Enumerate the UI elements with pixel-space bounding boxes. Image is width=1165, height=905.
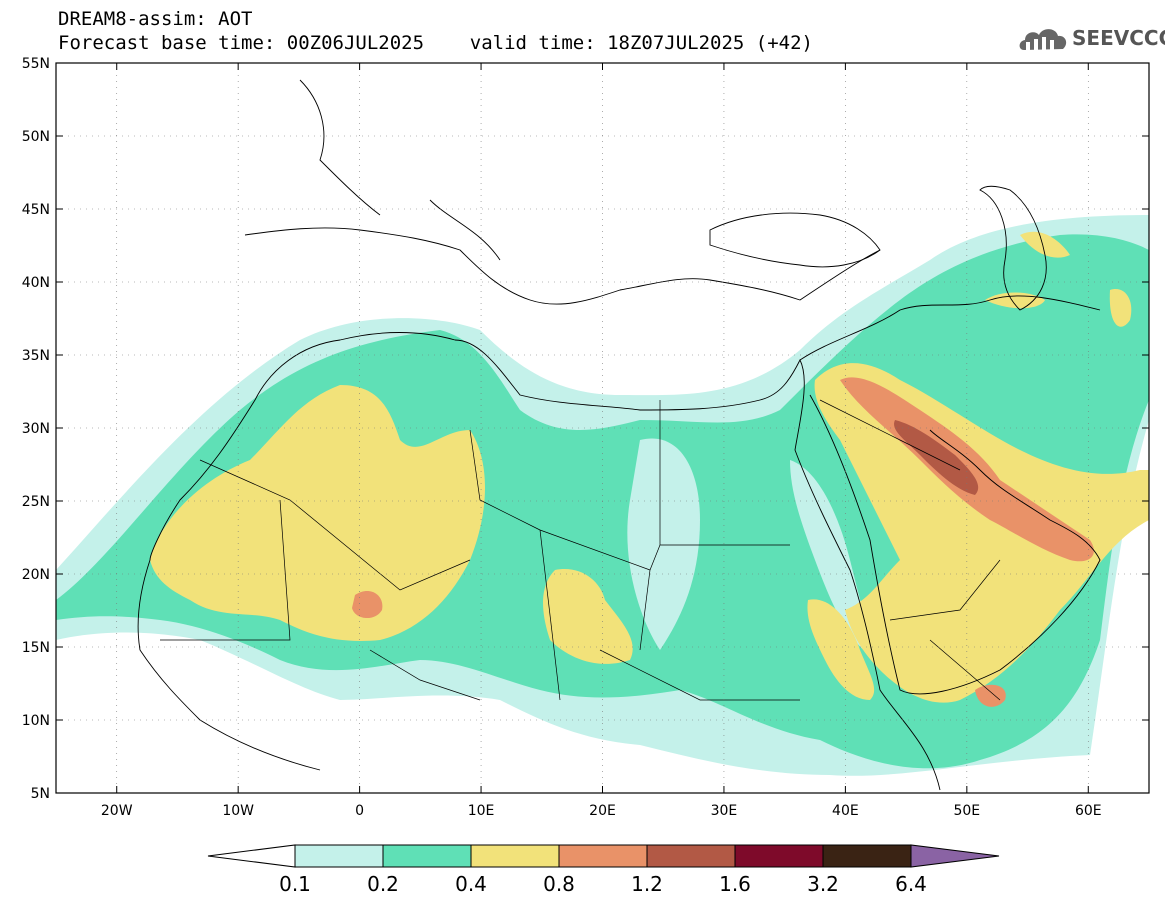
colorbar-swatch — [294, 844, 384, 868]
europe-coast — [244, 79, 881, 305]
colorbar-label: 0.4 — [455, 872, 487, 896]
aot-field-0.4-ethiopia — [807, 599, 875, 700]
colorbar-swatch — [734, 844, 824, 868]
aot-field-0.4-sahara — [150, 385, 485, 641]
lat-tick-label: 50N — [22, 129, 50, 145]
lon-tick-label: 20W — [101, 803, 133, 819]
aot-field-0.8-somalia — [975, 684, 1006, 707]
lat-tick-label: 40N — [22, 275, 50, 291]
colorbar-swatch — [470, 844, 560, 868]
lat-tick-label: 5N — [31, 786, 50, 802]
map-frame — [55, 62, 1150, 794]
axis-labels: 55N 50N 45N 40N 35N 30N 25N 20N 15N 10N 5N 20W 10W 0 1… — [22, 56, 1102, 819]
aot-field-1.2-gulf — [894, 420, 979, 495]
colorbar-over-arrow — [910, 844, 1000, 868]
lon-tick-label: 50E — [953, 803, 980, 819]
lon-tick-label: 60E — [1075, 803, 1102, 819]
colorbar-swatch — [382, 844, 472, 868]
lat-tick-label: 25N — [22, 494, 50, 510]
lat-tick-label: 30N — [22, 421, 50, 437]
arabia-coast — [799, 295, 1101, 695]
coastlines — [137, 79, 1101, 791]
colorbar-label: 1.2 — [631, 872, 663, 896]
lon-tick-label: 0 — [355, 803, 364, 819]
lat-tick-label: 20N — [22, 567, 50, 583]
colorbar-swatch — [822, 844, 912, 868]
aot-field-0.4-east — [1109, 289, 1132, 327]
colorbar-swatch — [558, 844, 648, 868]
colorbar-label: 1.6 — [719, 872, 751, 896]
colorbar-label: 6.4 — [895, 872, 927, 896]
forecast-time-info: Forecast base time: 00Z06JUL2025 valid t… — [58, 32, 813, 54]
aot-field-0.4-arabia — [814, 363, 1149, 703]
nw-africa-coast — [137, 332, 456, 771]
lon-tick-label: 40E — [832, 803, 859, 819]
black-sea-coast — [709, 212, 881, 268]
country-borders — [160, 399, 1001, 701]
colorbar-under-arrow — [207, 844, 296, 868]
logo-text: SEEVCCC — [1072, 26, 1165, 50]
lon-tick-label: 20E — [589, 803, 616, 819]
lat-tick-label: 45N — [22, 202, 50, 218]
aot-field-0.4-caspian-n — [1020, 231, 1070, 258]
colorbar-swatch — [646, 844, 736, 868]
colorbar-label: 3.2 — [807, 872, 839, 896]
lon-tick-label: 30E — [711, 803, 738, 819]
lon-tick-label: 10E — [468, 803, 495, 819]
aot-field-0.4-chad — [543, 569, 633, 664]
map-title: DREAM8-assim: AOT — [58, 8, 253, 30]
caspian-coast — [979, 185, 1047, 311]
colorbar-label: 0.1 — [279, 872, 311, 896]
cloud-icon — [1019, 29, 1067, 52]
lat-tick-label: 10N — [22, 713, 50, 729]
africa-coast — [454, 339, 941, 791]
colorbar-label: 0.8 — [543, 872, 575, 896]
lat-tick-label: 55N — [22, 56, 50, 72]
seevccc-logo: SEEVCCC — [1016, 22, 1165, 56]
aot-field-0.1-gap — [627, 438, 700, 650]
lat-tick-label: 35N — [22, 348, 50, 364]
lon-tick-label: 10W — [222, 803, 254, 819]
colorbar-label: 0.2 — [367, 872, 399, 896]
colorbar: 0.1 0.2 0.4 0.8 1.2 1.6 3.2 6.4 — [207, 844, 1000, 896]
lat-tick-label: 15N — [22, 640, 50, 656]
border-lines — [160, 399, 1001, 701]
